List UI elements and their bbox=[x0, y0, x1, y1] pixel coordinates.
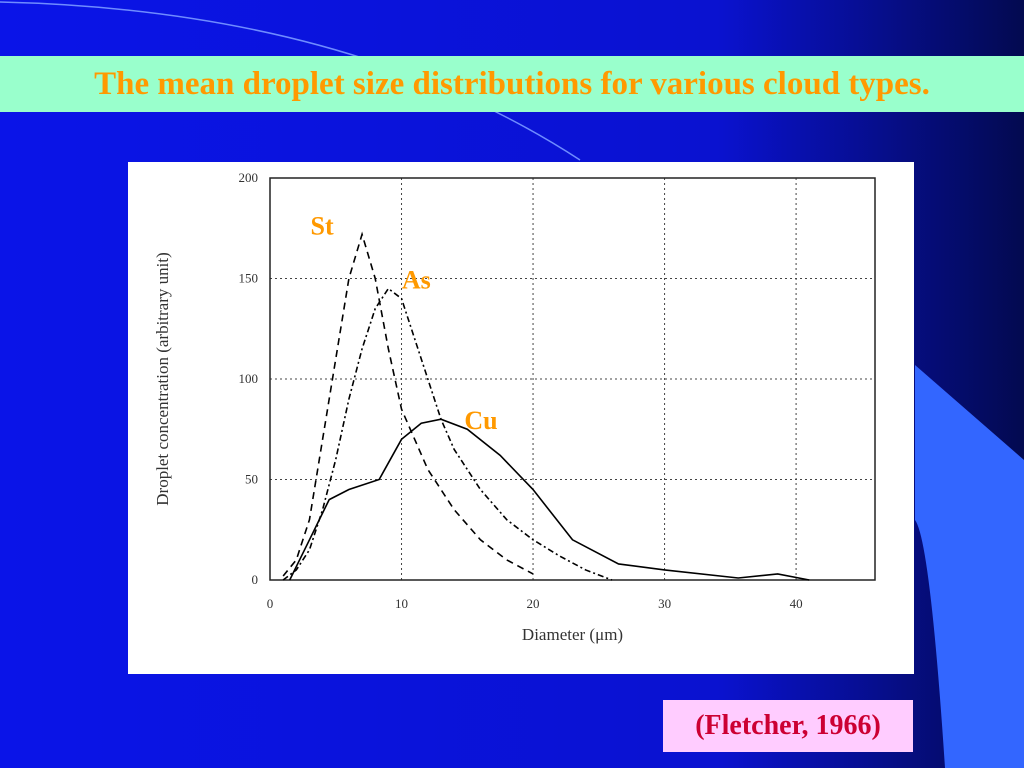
series-label: St bbox=[311, 211, 334, 240]
x-tick-label: 30 bbox=[658, 596, 671, 611]
series-line bbox=[282, 287, 613, 581]
series-label: Cu bbox=[464, 406, 497, 435]
slide-title: The mean droplet size distributions for … bbox=[0, 56, 1024, 112]
citation: (Fletcher, 1966) bbox=[663, 700, 913, 752]
y-tick-label: 150 bbox=[239, 271, 259, 286]
chart: 0 50 100 150 200 0 10 20 30 40 Diameter (μm) Drople… bbox=[128, 162, 914, 674]
y-tick-label: 100 bbox=[239, 371, 259, 386]
y-tick-label: 0 bbox=[252, 572, 259, 587]
series-label: As bbox=[402, 266, 431, 295]
y-tick-label: 200 bbox=[239, 170, 259, 185]
x-tick-label: 20 bbox=[527, 596, 540, 611]
x-axis-label: Diameter (μm) bbox=[522, 625, 623, 644]
plot-frame bbox=[269, 177, 876, 581]
y-tick-label: 50 bbox=[245, 472, 258, 487]
x-tick-label: 40 bbox=[790, 596, 803, 611]
series-line bbox=[282, 231, 534, 577]
x-tick-label: 10 bbox=[395, 596, 408, 611]
y-axis-label: Droplet concentration (arbitrary unit) bbox=[153, 252, 172, 505]
series-line bbox=[289, 418, 810, 581]
x-tick-label: 0 bbox=[267, 596, 274, 611]
